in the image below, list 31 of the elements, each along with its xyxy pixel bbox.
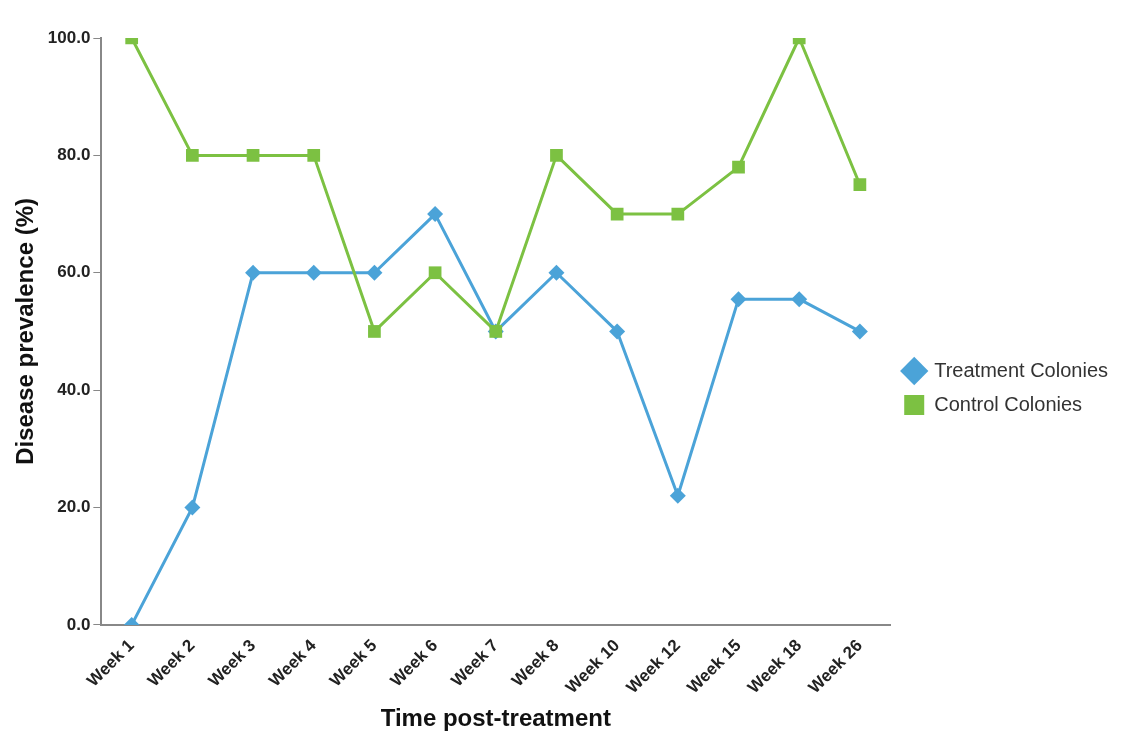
point bbox=[610, 207, 624, 221]
point bbox=[669, 487, 686, 504]
point bbox=[368, 325, 381, 338]
legend-label: Treatment Colonies bbox=[934, 358, 1108, 381]
point bbox=[550, 149, 563, 162]
y-tick-label: 100.0 bbox=[47, 27, 91, 47]
point bbox=[730, 291, 747, 308]
point bbox=[186, 149, 199, 162]
point bbox=[732, 160, 745, 174]
point bbox=[366, 264, 383, 281]
point bbox=[609, 323, 626, 340]
legend-label: Control Colonies bbox=[934, 392, 1083, 415]
point bbox=[671, 207, 685, 221]
point bbox=[246, 149, 260, 162]
point bbox=[307, 149, 321, 162]
point bbox=[184, 499, 201, 516]
point bbox=[428, 266, 442, 280]
y-axis-title: Disease prevalence (%) bbox=[11, 198, 39, 465]
point bbox=[853, 178, 867, 192]
y-tick-label: 40.0 bbox=[57, 379, 91, 399]
point bbox=[791, 291, 808, 308]
point bbox=[548, 264, 565, 281]
y-tick-label: 60.0 bbox=[57, 262, 91, 282]
y-tick-label: 20.0 bbox=[57, 497, 91, 517]
point bbox=[305, 264, 322, 281]
point bbox=[245, 264, 262, 281]
point bbox=[427, 206, 444, 223]
point bbox=[851, 323, 868, 340]
y-tick-label: 80.0 bbox=[57, 145, 91, 165]
x-axis-title: Time post-treatment bbox=[380, 704, 611, 732]
y-tick-label: 0.0 bbox=[66, 614, 91, 634]
